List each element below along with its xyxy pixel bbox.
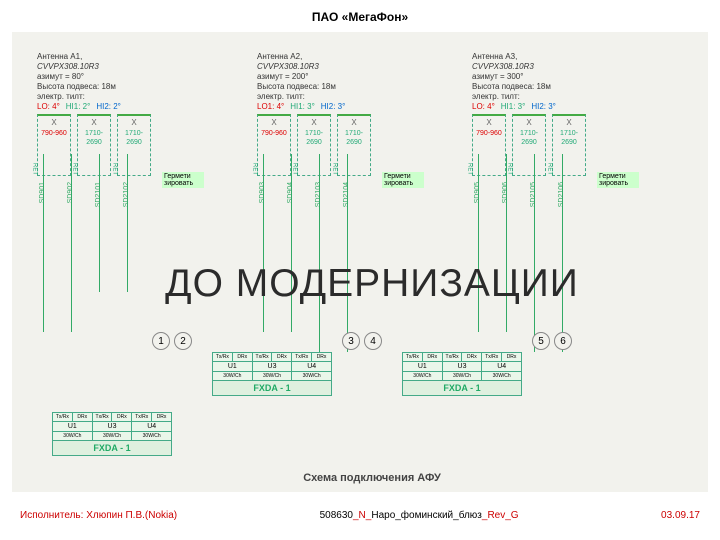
doc-n: _N_ — [353, 510, 371, 521]
port-number-3: 3 — [342, 332, 360, 350]
doc-prefix: 508630 — [320, 510, 353, 521]
exec-label: Исполнитель: — [20, 510, 86, 521]
sd-label: SD902 — [67, 182, 74, 203]
sd-label: SD906 — [502, 182, 509, 203]
sd-label: SD901 — [39, 182, 46, 203]
sd-label: SD2101 — [95, 182, 102, 207]
sd-label: SD2105 — [530, 182, 537, 207]
port-number-5: 5 — [532, 332, 550, 350]
executor: Исполнитель: Хлюпин П.В.(Nokia) — [20, 510, 177, 521]
sd-label: SD2102 — [123, 182, 130, 207]
port-number-4: 4 — [364, 332, 382, 350]
company-title: ПАО «МегаФон» — [0, 10, 720, 24]
fxda-block-3: Tx/RxDRxTx/RxDRxTx/RxDRx U1U3U4 30W/Ch30… — [402, 352, 522, 396]
doc-mid: Наро_фоминский_блюз — [371, 510, 482, 521]
port-number-6: 6 — [554, 332, 572, 350]
footer: Исполнитель: Хлюпин П.В.(Nokia) 508630_N… — [20, 510, 700, 521]
sd-label: SD2106 — [558, 182, 565, 207]
hermet-label-2: Гермети зировать — [382, 172, 424, 188]
port-number-1: 1 — [152, 332, 170, 350]
hermet-label-3: Гермети зировать — [597, 172, 639, 188]
sd-label: SD903 — [259, 182, 266, 203]
fxda-block-1: Tx/RxDRxTx/RxDRxTx/RxDRx U1U3U4 30W/Ch30… — [52, 412, 172, 456]
doc-date: 03.09.17 — [661, 510, 700, 521]
sd-label: SD904 — [287, 182, 294, 203]
doc-rev: _Rev_G — [482, 510, 519, 521]
port-number-2: 2 — [174, 332, 192, 350]
sd-label: SD2104 — [343, 182, 350, 207]
scheme-title: Схема подключения АФУ — [12, 472, 720, 484]
sd-label: SD2103 — [315, 182, 322, 207]
diagram-canvas: Антенна А1, CVVPX308.10R3 азимут = 80° В… — [12, 32, 708, 492]
exec-name: Хлюпин П.В.(Nokia) — [86, 510, 177, 521]
sd-label: SD905 — [474, 182, 481, 203]
hermet-label-1: Гермети зировать — [162, 172, 204, 188]
doc-id: 508630_N_Наро_фоминский_блюз_Rev_G — [320, 510, 519, 521]
watermark-text: ДО МОДЕРНИЗАЦИИ — [12, 262, 720, 306]
fxda-block-2: Tx/RxDRxTx/RxDRxTx/RxDRx U1U3U4 30W/Ch30… — [212, 352, 332, 396]
